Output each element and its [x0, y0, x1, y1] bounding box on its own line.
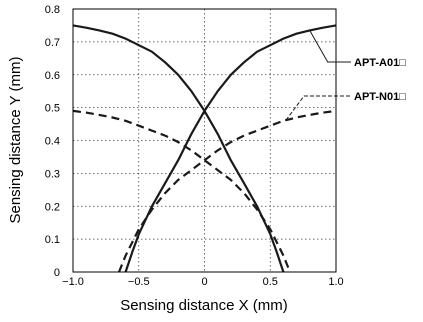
y-tick-labels: 0 0.1 0.2 0.3 0.4 0.5 0.6 0.7 0.8: [45, 4, 60, 279]
legend: APT-A01□ APT-N01□: [285, 30, 406, 121]
series-curve-solid: [124, 24, 336, 272]
series-curve-dashed: [73, 109, 292, 272]
y-tick-label: 0: [54, 267, 60, 279]
y-tick-label: 0.3: [45, 168, 60, 180]
x-tick-label: −1.0: [62, 276, 84, 288]
y-tick-label: 0.8: [45, 4, 60, 16]
series-curve-solid: [73, 24, 285, 272]
y-tick-label: 0.5: [45, 103, 60, 115]
x-tick-labels: −1.0 −0.5 0 0.5 1.0: [62, 276, 344, 288]
x-tick-label: 0: [201, 276, 207, 288]
legend-label: APT-N01□: [354, 91, 406, 103]
y-tick-label: 0.6: [45, 70, 60, 82]
series-curve-dashed: [117, 109, 336, 272]
x-axis-label: Sensing distance X (mm): [120, 297, 288, 314]
x-tick-label: 0.5: [263, 276, 278, 288]
y-axis-label: Sensing distance Y (mm): [7, 56, 24, 223]
y-tick-label: 0.2: [45, 201, 60, 213]
x-tick-label: −0.5: [128, 276, 150, 288]
y-tick-label: 0.4: [45, 136, 60, 148]
y-tick-label: 0.1: [45, 234, 60, 246]
x-tick-label: 1.0: [328, 276, 343, 288]
legend-leader-line: [285, 95, 351, 121]
y-tick-label: 0.7: [45, 37, 60, 49]
grid-lines: [73, 9, 336, 272]
legend-leader-line: [309, 30, 351, 63]
plot-frame: [72, 8, 337, 273]
legend-label: APT-A01□: [354, 57, 406, 69]
series-group: [73, 24, 336, 272]
